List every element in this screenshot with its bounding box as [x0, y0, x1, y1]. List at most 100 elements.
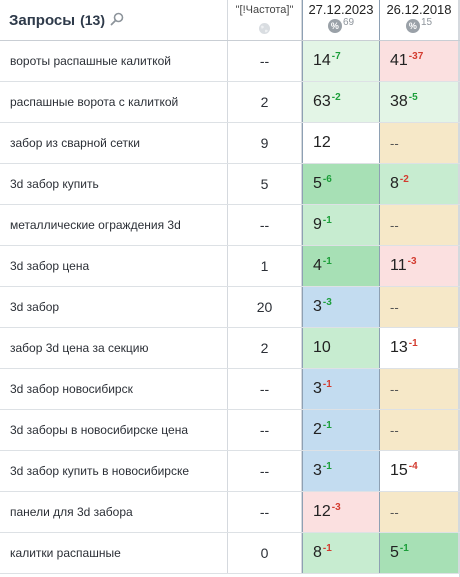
frequency-cell: --: [228, 410, 302, 450]
table-row: панели для 3d забора -- 12 -3 --: [0, 492, 460, 533]
position-value: 5: [390, 544, 399, 561]
query-cell[interactable]: забор 3d цена за секцию: [0, 328, 228, 368]
position-delta: -1: [408, 338, 418, 349]
position-value: 14: [313, 52, 331, 69]
frequency-cell: 2: [228, 82, 302, 122]
position-cell[interactable]: 3 -1: [302, 369, 380, 409]
position-value: 63: [313, 93, 331, 110]
queries-count: (13): [80, 12, 105, 28]
position-cell[interactable]: --: [380, 123, 459, 163]
position-cell[interactable]: 5 -6: [302, 164, 380, 204]
position-value: --: [390, 217, 399, 233]
position-cell[interactable]: --: [380, 205, 459, 245]
position-cell[interactable]: 8 -2: [380, 164, 459, 204]
position-delta: -1: [322, 543, 332, 554]
table-row: 3d забор купить 5 5 -6 8 -2: [0, 164, 460, 205]
position-cell[interactable]: 12: [302, 123, 380, 163]
position-value: 10: [313, 339, 331, 356]
position-value: 8: [390, 175, 399, 192]
frequency-cell: --: [228, 205, 302, 245]
percent-icon: %: [327, 19, 342, 33]
table-row: 3d забор новосибирск -- 3 -1 --: [0, 369, 460, 410]
position-cell[interactable]: 41 -37: [380, 41, 459, 81]
position-value: 15: [390, 462, 408, 479]
position-cell[interactable]: 15 -4: [380, 451, 459, 491]
query-cell[interactable]: 3d забор: [0, 287, 228, 327]
position-cell[interactable]: 63 -2: [302, 82, 380, 122]
frequency-header[interactable]: "[!Частота]": [228, 0, 302, 40]
position-value: 3: [313, 462, 322, 479]
position-delta: -4: [408, 461, 418, 472]
position-value: 11: [390, 257, 407, 274]
position-cell[interactable]: --: [380, 369, 459, 409]
query-cell[interactable]: забор из сварной сетки: [0, 123, 228, 163]
table-row: вороты распашные калиткой -- 14 -7 41 -37: [0, 41, 460, 82]
visibility-value: 69: [342, 17, 355, 28]
position-value: 4: [313, 257, 322, 274]
frequency-cell: 9: [228, 123, 302, 163]
position-delta: -2: [399, 174, 409, 185]
query-cell[interactable]: распашные ворота с калиткой: [0, 82, 228, 122]
visibility-value: 15: [420, 17, 433, 28]
position-cell[interactable]: 38 -5: [380, 82, 459, 122]
position-value: --: [390, 381, 399, 397]
query-cell[interactable]: 3d забор купить: [0, 164, 228, 204]
position-cell[interactable]: 2 -1: [302, 410, 380, 450]
position-cell[interactable]: 10: [302, 328, 380, 368]
frequency-cell: 1: [228, 246, 302, 286]
query-cell[interactable]: 3d заборы в новосибирске цена: [0, 410, 228, 450]
position-cell[interactable]: 9 -1: [302, 205, 380, 245]
query-cell[interactable]: 3d забор цена: [0, 246, 228, 286]
date-header-1[interactable]: 27.12.2023 % 69: [302, 0, 380, 40]
position-cell[interactable]: --: [380, 287, 459, 327]
position-value: 41: [390, 52, 408, 69]
position-delta: -3: [407, 256, 417, 267]
position-cell[interactable]: 3 -3: [302, 287, 380, 327]
position-value: 8: [313, 544, 322, 561]
position-cell[interactable]: 14 -7: [302, 41, 380, 81]
position-value: 5: [313, 175, 322, 192]
query-cell[interactable]: вороты распашные калиткой: [0, 41, 228, 81]
frequency-cell: 20: [228, 287, 302, 327]
position-cell[interactable]: --: [380, 410, 459, 450]
search-icon[interactable]: [110, 12, 124, 26]
frequency-title: "[!Частота]": [235, 4, 294, 16]
position-value: --: [390, 135, 399, 151]
query-cell[interactable]: калитки распашные: [0, 533, 228, 573]
queries-header[interactable]: Запросы (13): [0, 0, 228, 40]
position-delta: -1: [322, 215, 332, 226]
position-cell[interactable]: 4 -1: [302, 246, 380, 286]
position-cell[interactable]: --: [380, 492, 459, 532]
position-delta: -3: [322, 297, 332, 308]
frequency-cell: 0: [228, 533, 302, 573]
position-delta: -7: [331, 51, 341, 62]
position-value: 12: [313, 134, 331, 151]
position-cell[interactable]: 3 -1: [302, 451, 380, 491]
query-cell[interactable]: 3d забор купить в новосибирске: [0, 451, 228, 491]
position-delta: -2: [331, 92, 341, 103]
position-delta: -6: [322, 174, 332, 185]
position-value: 3: [313, 298, 322, 315]
query-cell[interactable]: металлические ограждения 3d: [0, 205, 228, 245]
position-cell[interactable]: 5 -1: [380, 533, 459, 573]
query-cell[interactable]: 3d забор новосибирск: [0, 369, 228, 409]
position-delta: -1: [322, 379, 332, 390]
date-label: 26.12.2018: [386, 2, 452, 17]
position-delta: -5: [408, 92, 418, 103]
frequency-cell: 5: [228, 164, 302, 204]
position-cell[interactable]: 11 -3: [380, 246, 459, 286]
globe-icon: [259, 23, 270, 34]
position-value: 12: [313, 503, 331, 520]
position-delta: -1: [399, 543, 409, 554]
position-cell[interactable]: 8 -1: [302, 533, 380, 573]
position-cell[interactable]: 13 -1: [380, 328, 459, 368]
table-row: забор 3d цена за секцию 2 10 13 -1: [0, 328, 460, 369]
table-row: 3d забор цена 1 4 -1 11 -3: [0, 246, 460, 287]
position-cell[interactable]: 12 -3: [302, 492, 380, 532]
date-label: 27.12.2023: [308, 2, 374, 17]
date-header-2[interactable]: 26.12.2018 % 15: [380, 0, 459, 40]
query-cell[interactable]: панели для 3d забора: [0, 492, 228, 532]
table-row: металлические ограждения 3d -- 9 -1 --: [0, 205, 460, 246]
position-delta: -1: [322, 256, 332, 267]
